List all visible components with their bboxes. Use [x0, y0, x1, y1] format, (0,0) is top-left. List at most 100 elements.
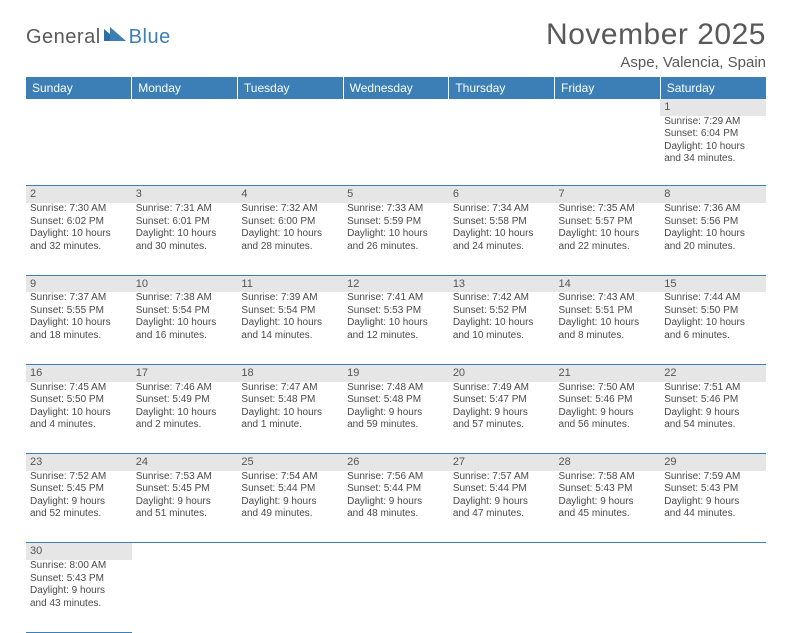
day-cell-line: and 32 minutes.: [30, 241, 128, 254]
day-cell-line: Daylight: 10 hours: [241, 228, 339, 241]
day-number-cell: [449, 543, 555, 560]
day-cell-line: and 28 minutes.: [241, 241, 339, 254]
day-cell: Sunrise: 7:31 AMSunset: 6:01 PMDaylight:…: [132, 203, 238, 275]
day-number-cell: [26, 99, 132, 116]
day-cell: Sunrise: 7:51 AMSunset: 5:46 PMDaylight:…: [660, 382, 766, 454]
day-cell-line: and 22 minutes.: [559, 241, 657, 254]
day-cell-line: and 30 minutes.: [136, 241, 234, 254]
brand-logo: General Blue: [26, 18, 171, 49]
day-cell-line: Sunset: 5:52 PM: [453, 305, 551, 318]
day-cell-line: Sunrise: 7:36 AM: [664, 203, 762, 216]
day-cell: Sunrise: 7:52 AMSunset: 5:45 PMDaylight:…: [26, 471, 132, 543]
day-cell-line: Daylight: 9 hours: [241, 496, 339, 509]
day-cell-line: Sunset: 5:50 PM: [664, 305, 762, 318]
day-cell-line: and 14 minutes.: [241, 330, 339, 343]
day-cell-line: and 56 minutes.: [559, 419, 657, 432]
day-cell-line: and 8 minutes.: [559, 330, 657, 343]
logo-text-part2: Blue: [129, 26, 171, 49]
day-cell-line: Sunset: 5:43 PM: [30, 573, 128, 586]
day-cell: [343, 560, 449, 632]
day-cell-line: Sunset: 5:54 PM: [241, 305, 339, 318]
month-title: November 2025: [546, 18, 766, 52]
day-cell: Sunrise: 7:41 AMSunset: 5:53 PMDaylight:…: [343, 292, 449, 364]
day-cell: [132, 560, 238, 632]
day-cell-line: and 47 minutes.: [453, 508, 551, 521]
day-cell-line: Sunset: 5:49 PM: [136, 394, 234, 407]
day-cell-line: Daylight: 10 hours: [30, 228, 128, 241]
day-cell-line: Sunrise: 7:47 AM: [241, 382, 339, 395]
day-cell: Sunrise: 7:44 AMSunset: 5:50 PMDaylight:…: [660, 292, 766, 364]
day-cell: Sunrise: 7:29 AMSunset: 6:04 PMDaylight:…: [660, 116, 766, 186]
day-number-cell: [343, 543, 449, 560]
page-header: General Blue November 2025 Aspe, Valenci…: [26, 18, 766, 71]
day-cell-line: Daylight: 9 hours: [347, 496, 445, 509]
day-cell-line: Daylight: 10 hours: [664, 228, 762, 241]
day-cell-line: Sunrise: 7:41 AM: [347, 292, 445, 305]
day-cell-line: Sunset: 5:51 PM: [559, 305, 657, 318]
day-cell-line: Daylight: 9 hours: [347, 407, 445, 420]
day-cell-line: Sunrise: 7:52 AM: [30, 471, 128, 484]
day-number-cell: 25: [237, 454, 343, 471]
day-number-cell: 15: [660, 275, 766, 292]
day-cell-line: Daylight: 9 hours: [136, 496, 234, 509]
day-cell-line: Sunset: 5:55 PM: [30, 305, 128, 318]
daynum-row: 9101112131415: [26, 275, 766, 292]
day-cell-line: Sunset: 6:01 PM: [136, 216, 234, 229]
day-cell: Sunrise: 7:35 AMSunset: 5:57 PMDaylight:…: [555, 203, 661, 275]
day-cell: [449, 560, 555, 632]
day-number-cell: 21: [555, 364, 661, 381]
day-cell-line: and 52 minutes.: [30, 508, 128, 521]
day-cell: Sunrise: 7:49 AMSunset: 5:47 PMDaylight:…: [449, 382, 555, 454]
weekday-header: Monday: [132, 77, 238, 99]
day-cell: Sunrise: 7:37 AMSunset: 5:55 PMDaylight:…: [26, 292, 132, 364]
day-number-cell: 22: [660, 364, 766, 381]
day-cell-line: Sunrise: 7:44 AM: [664, 292, 762, 305]
day-cell-line: Sunrise: 8:00 AM: [30, 560, 128, 573]
day-cell-line: Sunset: 5:43 PM: [559, 483, 657, 496]
weekday-header: Wednesday: [343, 77, 449, 99]
day-cell-line: and 12 minutes.: [347, 330, 445, 343]
day-cell: Sunrise: 7:56 AMSunset: 5:44 PMDaylight:…: [343, 471, 449, 543]
day-cell: Sunrise: 7:58 AMSunset: 5:43 PMDaylight:…: [555, 471, 661, 543]
day-cell-line: Daylight: 10 hours: [347, 228, 445, 241]
day-cell-line: and 20 minutes.: [664, 241, 762, 254]
day-cell-line: Sunset: 5:48 PM: [241, 394, 339, 407]
day-cell-line: Sunset: 5:50 PM: [30, 394, 128, 407]
day-number-cell: [237, 543, 343, 560]
week-row: Sunrise: 7:37 AMSunset: 5:55 PMDaylight:…: [26, 292, 766, 364]
day-cell-line: Sunrise: 7:50 AM: [559, 382, 657, 395]
day-cell-line: Sunrise: 7:42 AM: [453, 292, 551, 305]
title-block: November 2025 Aspe, Valencia, Spain: [546, 18, 766, 71]
location-subtitle: Aspe, Valencia, Spain: [546, 54, 766, 71]
day-number-cell: 3: [132, 186, 238, 203]
day-cell-line: and 45 minutes.: [559, 508, 657, 521]
day-cell-line: Sunset: 5:59 PM: [347, 216, 445, 229]
day-number-cell: 13: [449, 275, 555, 292]
day-number-cell: 18: [237, 364, 343, 381]
day-cell-line: and 49 minutes.: [241, 508, 339, 521]
day-cell-line: Sunset: 5:56 PM: [664, 216, 762, 229]
day-cell-line: and 2 minutes.: [136, 419, 234, 432]
weekday-header: Thursday: [449, 77, 555, 99]
day-cell-line: Daylight: 9 hours: [30, 496, 128, 509]
day-cell-line: Daylight: 10 hours: [347, 317, 445, 330]
day-cell: Sunrise: 7:34 AMSunset: 5:58 PMDaylight:…: [449, 203, 555, 275]
day-cell-line: Sunset: 5:53 PM: [347, 305, 445, 318]
day-cell-line: Sunrise: 7:39 AM: [241, 292, 339, 305]
day-number-cell: 4: [237, 186, 343, 203]
day-cell-line: and 16 minutes.: [136, 330, 234, 343]
day-number-cell: 23: [26, 454, 132, 471]
day-number-cell: 30: [26, 543, 132, 560]
day-cell-line: Sunrise: 7:57 AM: [453, 471, 551, 484]
day-cell-line: Daylight: 9 hours: [559, 407, 657, 420]
week-row: Sunrise: 7:29 AMSunset: 6:04 PMDaylight:…: [26, 116, 766, 186]
day-number-cell: 24: [132, 454, 238, 471]
day-cell-line: Sunset: 5:45 PM: [30, 483, 128, 496]
day-cell: [660, 560, 766, 632]
day-number-cell: [555, 99, 661, 116]
day-cell-line: Daylight: 10 hours: [559, 317, 657, 330]
day-cell-line: Daylight: 9 hours: [664, 496, 762, 509]
logo-text-part1: General: [26, 26, 101, 49]
day-cell-line: Daylight: 9 hours: [559, 496, 657, 509]
day-cell: Sunrise: 7:43 AMSunset: 5:51 PMDaylight:…: [555, 292, 661, 364]
